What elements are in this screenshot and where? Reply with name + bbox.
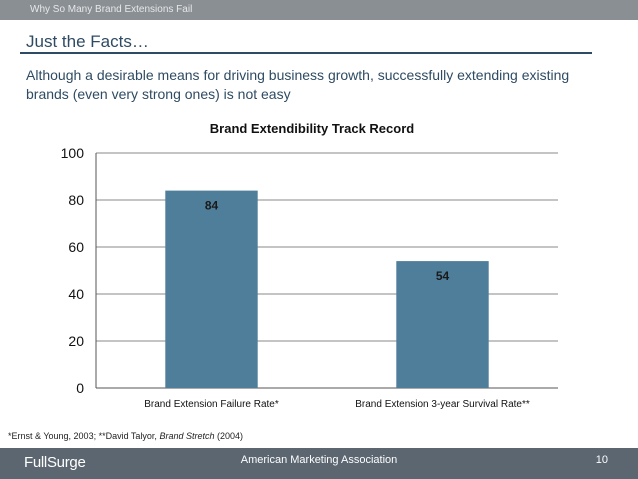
fullsurge-logo: FullSurge xyxy=(24,454,86,471)
data-label: 84 xyxy=(205,199,219,213)
slide-subtitle: Although a desirable means for driving b… xyxy=(26,67,570,102)
y-tick-label: 0 xyxy=(76,380,84,396)
x-axis-labels: Brand Extension Failure Rate* Brand Exten… xyxy=(144,399,530,410)
x-category-label: Brand Extension 3-year Survival Rate** xyxy=(355,399,530,410)
bar xyxy=(396,261,489,388)
slide-title: Just the Facts… xyxy=(26,32,149,51)
footnote-text: *Ernst & Young, 2003; **David Talyor, xyxy=(8,431,160,441)
y-tick-label: 80 xyxy=(68,192,84,208)
data-label: 54 xyxy=(436,269,450,283)
chart-title: Brand Extendibility Track Record xyxy=(210,121,415,136)
y-tick-label: 20 xyxy=(68,333,84,349)
footnote-book-title: Brand Stretch xyxy=(159,431,215,441)
bar xyxy=(165,190,258,388)
page-number: 10 xyxy=(595,454,608,466)
x-category-label: Brand Extension Failure Rate* xyxy=(144,399,279,410)
section-title: Why So Many Brand Extensions Fail xyxy=(30,4,193,15)
bar-chart: Brand Extendibility Track Record 0 20 40 60… xyxy=(61,121,558,410)
y-axis-ticks: 0 20 40 60 80 100 xyxy=(61,145,85,396)
footer-bar: FullSurge American Marketing Association… xyxy=(0,448,638,479)
y-tick-label: 60 xyxy=(68,239,84,255)
footnote-year: (2004) xyxy=(214,431,243,441)
organization-name: American Marketing Association xyxy=(240,454,398,466)
bars: 84 54 xyxy=(165,190,489,388)
y-tick-label: 100 xyxy=(61,145,85,161)
title-divider xyxy=(20,52,592,54)
footnote: *Ernst & Young, 2003; **David Talyor, Br… xyxy=(8,431,243,441)
y-tick-label: 40 xyxy=(68,286,84,302)
header-bar: Why So Many Brand Extensions Fail xyxy=(0,0,638,20)
